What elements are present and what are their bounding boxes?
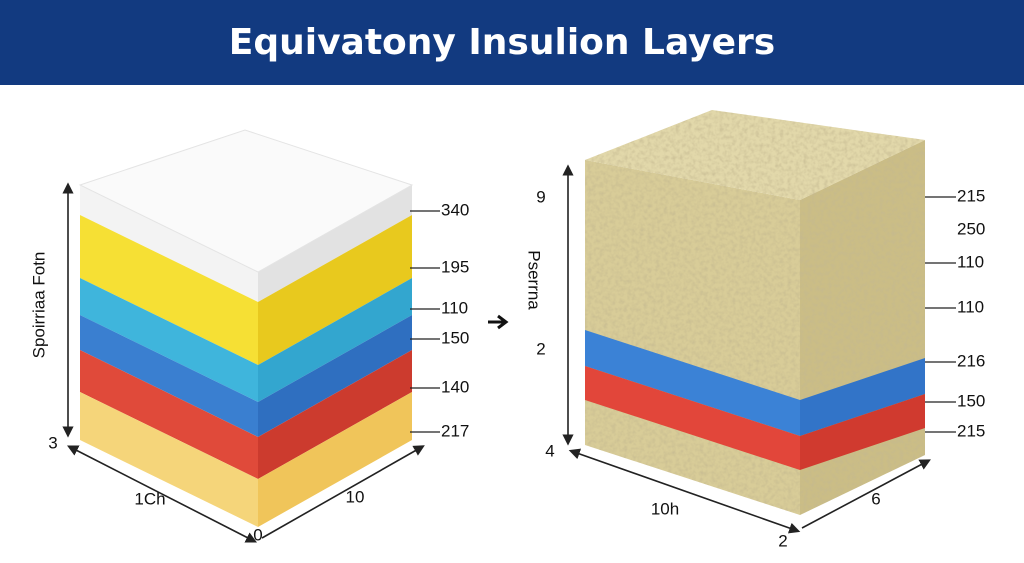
- layer-label: 110: [957, 297, 984, 316]
- layer-label: 110: [441, 298, 468, 317]
- layer-left-face: [585, 330, 800, 436]
- layer-right-face: [800, 358, 925, 436]
- layer-label: 140: [441, 377, 469, 396]
- dimension-label: 2: [778, 531, 787, 550]
- layer-label: 150: [957, 391, 985, 410]
- dimension-label: 0: [253, 525, 262, 544]
- cube-top-face: [585, 110, 925, 200]
- title: Equivatony Insulion Layers: [229, 22, 776, 63]
- axis-mark: 9: [536, 187, 545, 206]
- axis-mark: 2: [536, 339, 545, 358]
- layer-right-face: [258, 185, 412, 302]
- axis-label: Pserrna: [525, 250, 544, 310]
- axis-line: [801, 459, 931, 529]
- layer-right-face: [258, 215, 412, 365]
- title-bar: [0, 0, 1024, 85]
- arrow-icon: [488, 314, 509, 330]
- layer-right-face: [800, 394, 925, 470]
- layer-label: 217: [441, 421, 469, 440]
- axis-line: [67, 445, 257, 543]
- layer-left-face: [80, 185, 258, 302]
- cube-left-face: [585, 160, 800, 515]
- layer-right-face: [258, 278, 412, 402]
- axis-mark: 4: [545, 441, 554, 460]
- left-block: 340 195 110 150 140 217: [78, 129, 469, 527]
- layer-right-face: [258, 392, 412, 527]
- top-face: [78, 129, 414, 273]
- axis-label: Spoirriaa Fotn: [29, 252, 48, 359]
- layer-left-face: [585, 366, 800, 470]
- layer-label: 340: [441, 200, 469, 219]
- layer-label: 215: [957, 186, 985, 205]
- layer-label: 215: [957, 421, 985, 440]
- layer-left-face: [80, 215, 258, 365]
- layer-right-face: [258, 350, 412, 479]
- axis-line: [261, 445, 425, 539]
- layer-left-face: [80, 315, 258, 437]
- layer-left-face: [80, 278, 258, 402]
- dimension-label: 10h: [651, 499, 679, 518]
- layer-label: 110: [957, 252, 984, 271]
- layer-label: 195: [441, 257, 469, 276]
- layer-label: 150: [441, 328, 469, 347]
- right-block: 215 250 110 110 216 150 215: [585, 110, 985, 515]
- layer-label: 216: [957, 351, 985, 370]
- dimension-label: 6: [871, 489, 880, 508]
- axis-mark: 3: [48, 433, 57, 452]
- layer-label: 250: [957, 219, 985, 238]
- axis-line: [568, 448, 801, 534]
- dimension-label: 10: [346, 487, 365, 506]
- dimension-label: 1Ch: [134, 489, 165, 508]
- layer-right-face: [258, 315, 412, 437]
